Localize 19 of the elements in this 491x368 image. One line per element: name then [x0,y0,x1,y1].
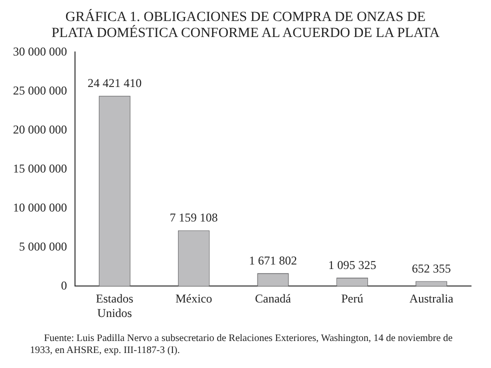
y-tick-label: 10 000 000 [13,200,67,214]
data-label: 24 421 410 [88,76,142,90]
x-tick-label: Estados Unidos [96,292,134,320]
x-tick-label: Australia [409,292,454,306]
x-tick-label: Canadá [255,292,292,306]
chart-title: GRÁFICA 1. OBLIGACIONES DE COMPRA DE ONZAS DE PLATA DOMÉSTICA CONFORME AL ACUERDO DE LA PLATA [50,10,441,42]
y-tick-label: 25 000 000 [13,83,67,98]
data-label: 7 159 108 [170,210,218,225]
data-label: 1 671 802 [249,253,297,268]
y-tick-label: 30 000 000 [13,44,67,58]
data-label: 652 355 [412,261,451,276]
y-tick-label: 0 [61,278,67,292]
y-tick-label: 15 000 000 [13,161,67,176]
y-tick-label: 5 000 000 [19,239,67,254]
data-label: 1 095 325 [328,258,376,272]
y-tick-label: 20 000 000 [13,122,67,136]
x-tick-label: México [175,292,212,306]
x-tick-label: Perú [341,292,364,306]
source-note: Fuente: Luis Padilla Nervo a subsecretario de Relaciones Exteriores, Washington, 14 de noviembre de 1933, en AHSRE, exp. III-1187-3 (I). [30,333,454,357]
